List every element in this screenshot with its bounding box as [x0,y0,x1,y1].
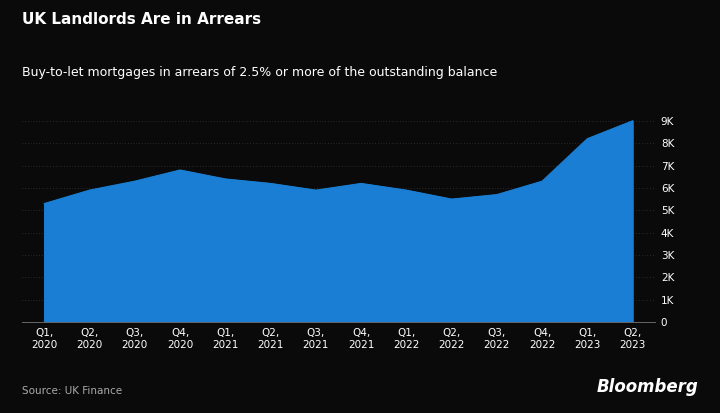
Text: UK Landlords Are in Arrears: UK Landlords Are in Arrears [22,12,261,27]
Text: Buy-to-let mortgages in arrears of 2.5% or more of the outstanding balance: Buy-to-let mortgages in arrears of 2.5% … [22,66,497,79]
Text: Bloomberg: Bloomberg [597,378,698,396]
Text: Source: UK Finance: Source: UK Finance [22,387,122,396]
